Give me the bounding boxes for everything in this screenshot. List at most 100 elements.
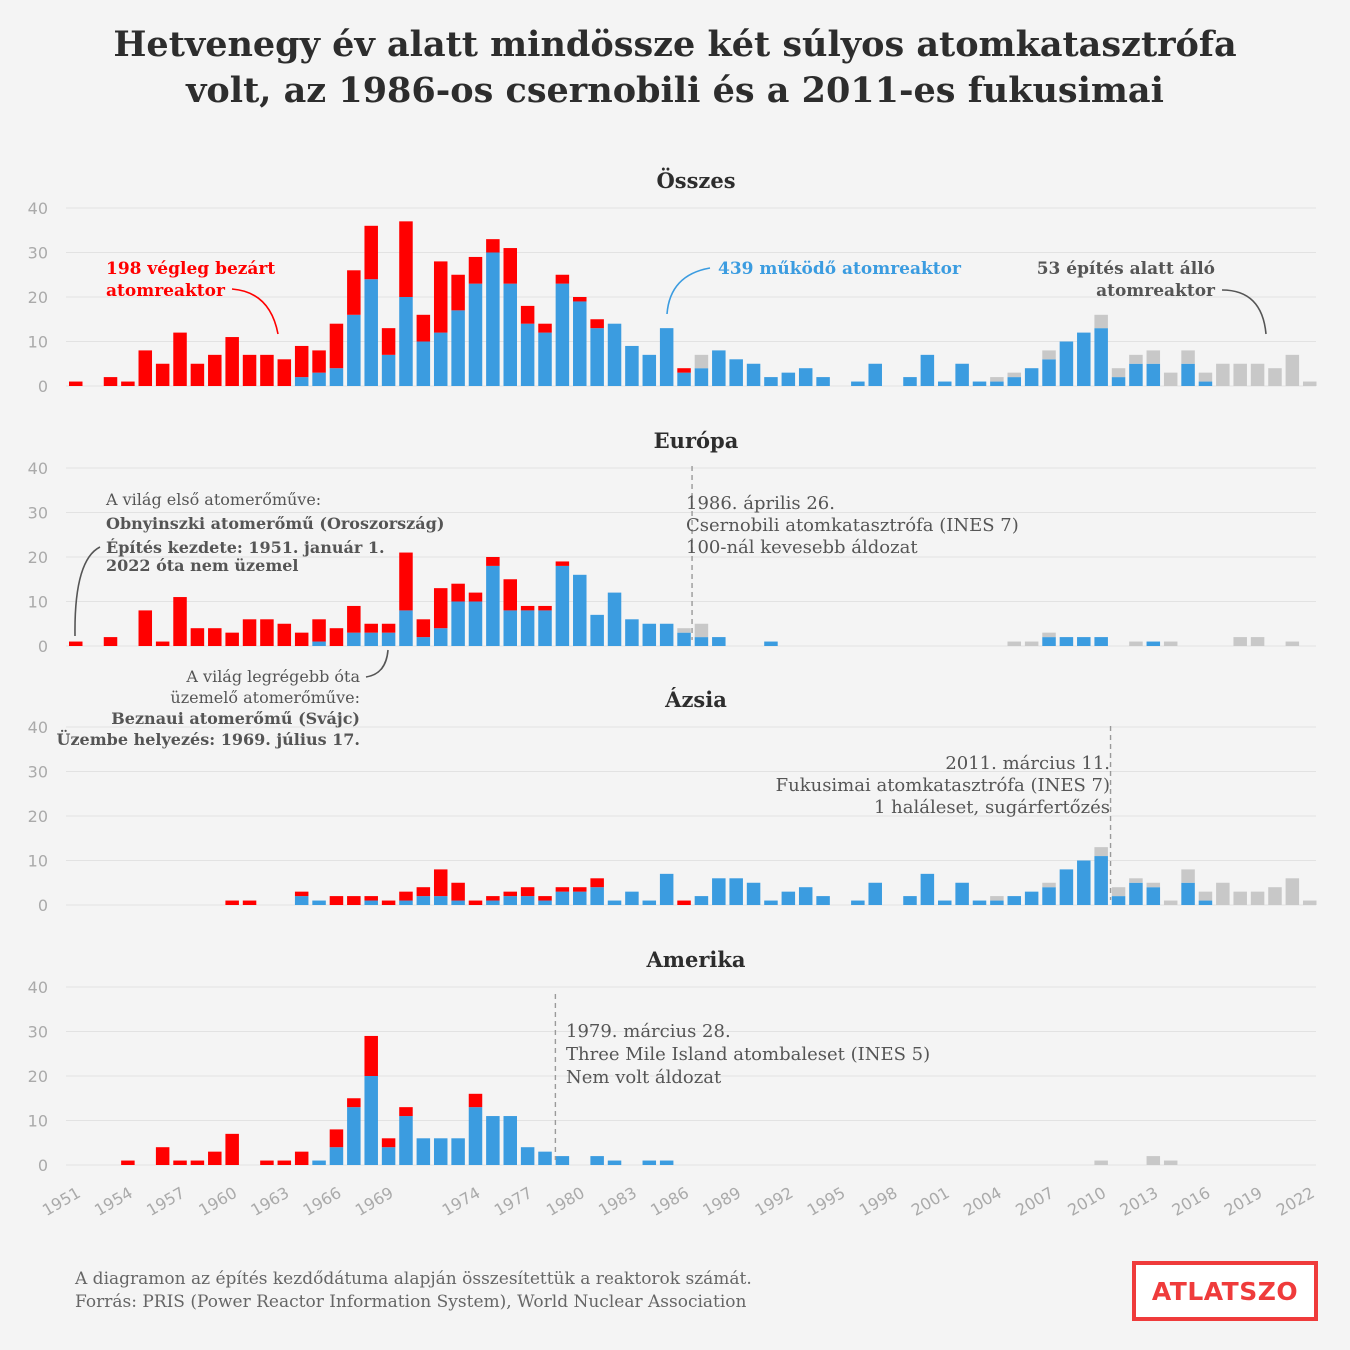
bar-operating (712, 878, 726, 905)
bar-closed (329, 323, 344, 369)
bar-construction (1024, 641, 1039, 646)
bar-closed (451, 274, 465, 311)
bar-closed (155, 641, 170, 646)
bar-closed (520, 887, 535, 897)
bar-closed (486, 239, 500, 253)
bar-operating (573, 891, 587, 905)
bar-construction (1233, 891, 1247, 905)
x-tick-label: 1995 (804, 1183, 849, 1220)
bar-construction (1094, 314, 1108, 329)
bar-operating (520, 323, 535, 386)
bar-operating (503, 1116, 517, 1165)
bar-closed (329, 1129, 344, 1148)
x-tick-label: 1980 (543, 1183, 588, 1220)
bar-closed (399, 891, 413, 901)
bar-construction (1146, 882, 1161, 888)
bar-operating (712, 637, 726, 646)
bar-operating (1111, 377, 1126, 386)
bar-operating (416, 1138, 431, 1165)
bar-operating (399, 1116, 413, 1165)
bar-closed (329, 896, 344, 905)
bar-closed (399, 1107, 413, 1117)
bar-construction (1146, 1156, 1161, 1165)
bar-operating (555, 1156, 570, 1165)
bar-closed (190, 363, 205, 386)
bar-operating (520, 896, 535, 905)
bar-construction (1285, 354, 1300, 386)
panel-title-1: Európa (654, 428, 739, 453)
bar-operating (729, 878, 743, 905)
bar-operating (1146, 641, 1161, 646)
bar-construction (1216, 363, 1230, 386)
logo-text: ATLATSZO (1151, 1276, 1299, 1306)
bar-construction (1285, 641, 1300, 646)
bar-operating (659, 328, 674, 386)
bar-construction (1233, 637, 1247, 646)
x-tick-label: 2001 (908, 1183, 953, 1220)
bar-operating (451, 1138, 465, 1165)
annotation-first-plant-leader (74, 546, 101, 637)
x-tick-label: 1951 (39, 1183, 84, 1220)
bar-operating (573, 301, 587, 386)
bar-construction (990, 896, 1004, 901)
bar-operating (1024, 891, 1039, 905)
bar-operating (990, 900, 1004, 905)
bar-operating (590, 328, 604, 386)
bar-closed (155, 363, 170, 386)
bar-closed (555, 887, 570, 892)
bar-closed (416, 314, 431, 342)
x-tick-label: 1960 (195, 1183, 240, 1220)
annotation-oldest-plant: A világ legrégebb óta (185, 667, 360, 686)
bar-closed (503, 891, 517, 897)
x-tick-label: 2010 (1064, 1183, 1109, 1220)
annotation-fukushima: 2011. március 11. (945, 753, 1110, 774)
bar-operating (903, 377, 917, 386)
bar-closed (242, 900, 257, 905)
bar-closed (69, 641, 83, 646)
bar-operating (972, 900, 987, 905)
x-tick-label: 1954 (91, 1183, 136, 1220)
bar-operating (1181, 882, 1195, 905)
bar-operating (503, 610, 517, 646)
bar-operating (364, 900, 378, 905)
bar-operating (694, 637, 709, 646)
bar-closed (242, 619, 257, 646)
bar-operating (938, 900, 952, 905)
bar-operating (416, 341, 431, 386)
bar-construction (1250, 363, 1265, 386)
bar-operating (590, 887, 604, 905)
bar-closed (294, 345, 309, 378)
bar-operating (642, 354, 657, 386)
footer-note: A diagramon az építés kezdődátuma alapjá… (75, 1268, 752, 1314)
bar-closed (347, 605, 361, 633)
bar-operating (1146, 363, 1161, 386)
bar-closed (677, 368, 691, 373)
x-tick-label: 1998 (856, 1183, 901, 1220)
bar-closed (312, 350, 326, 373)
bar-operating (677, 632, 691, 646)
bar-operating (1094, 856, 1108, 905)
bar-closed (538, 896, 552, 901)
bar-construction (1007, 641, 1022, 646)
bar-operating (381, 632, 396, 646)
bar-closed (590, 319, 604, 329)
bar-construction (1042, 632, 1056, 638)
bar-closed (486, 896, 500, 901)
bar-operating (625, 619, 639, 646)
annotation-oldest-plant-leader (365, 649, 389, 678)
x-tick-label: 1974 (439, 1183, 484, 1220)
bar-operating (1042, 359, 1056, 386)
annotation-construction-leader (1221, 289, 1267, 335)
y-tick-label: 40 (28, 978, 48, 997)
bar-closed (468, 900, 483, 905)
x-tick-label: 1986 (647, 1183, 692, 1220)
bar-operating (590, 1156, 604, 1165)
y-tick-label: 40 (28, 718, 48, 737)
y-tick-label: 30 (28, 504, 48, 523)
bar-operating (1007, 896, 1022, 905)
bar-closed (451, 882, 465, 901)
annotation-tmi: Nem volt áldozat (566, 1067, 722, 1088)
x-tick-label: 2016 (1169, 1183, 1214, 1220)
bar-operating (1042, 637, 1056, 646)
bar-construction (990, 377, 1004, 382)
